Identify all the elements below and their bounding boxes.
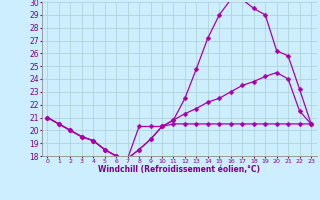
X-axis label: Windchill (Refroidissement éolien,°C): Windchill (Refroidissement éolien,°C) <box>98 165 260 174</box>
